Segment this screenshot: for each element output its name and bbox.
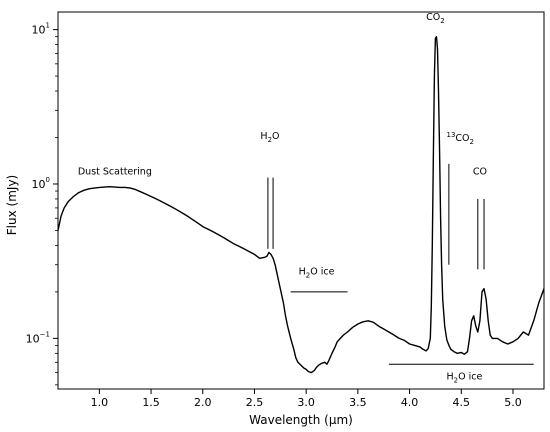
x-axis: 1.0 1.5 2.0 2.5 3.0 3.5 4.0 4.5 5.0 [91,389,522,409]
x-tick-label: 2.5 [246,396,264,409]
annotation-co: CO [473,167,487,178]
annotation-dust-scattering: Dust Scattering [78,167,152,178]
x-axis-label: Wavelength (μm) [249,413,353,427]
x-tick-label: 3.0 [297,396,315,409]
x-tick-label: 3.5 [349,396,367,409]
annotations: Dust Scattering H2O CO2 13CO2 CO H2O ice H2O i… [78,12,534,385]
y-tick-label: 101 [32,22,50,37]
x-tick-label: 2.0 [194,396,212,409]
annotation-h2o-ice-2: H2O ice [446,372,482,385]
x-tick-label: 4.5 [453,396,471,409]
x-tick-label: 1.5 [142,396,160,409]
y-axis: 10−1 100 101 [26,22,58,386]
plot-frame [57,11,545,390]
annotation-h2o: H2O [260,131,279,144]
y-axis-label: Flux (mJy) [5,175,19,235]
y-tick-label: 10−1 [26,330,50,345]
y-tick-label: 100 [32,176,50,191]
series-line [57,36,545,374]
annotation-13co2: 13CO2 [446,131,474,146]
x-tick-label: 1.0 [91,396,109,409]
x-tick-label: 4.0 [401,396,419,409]
x-tick-label: 5.0 [504,396,522,409]
annotation-h2o-ice-1: H2O ice [299,266,335,279]
annotation-co2: CO2 [426,12,445,25]
